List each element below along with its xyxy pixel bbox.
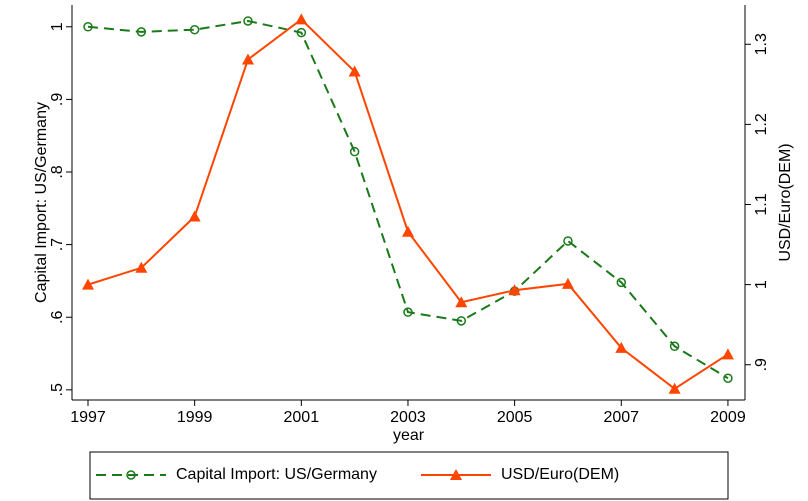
point xyxy=(615,341,628,353)
legend-label: USD/Euro(DEM) xyxy=(501,466,619,483)
point xyxy=(668,382,681,394)
x-tick-label: 2007 xyxy=(603,409,639,426)
x-tick-label: 2005 xyxy=(497,409,533,426)
point xyxy=(135,261,148,273)
legend-marker xyxy=(126,470,136,480)
y-tick-label: .6 xyxy=(49,310,66,323)
point xyxy=(295,13,308,25)
y2-tick-label: 1.2 xyxy=(753,113,770,135)
y2-tick-label: 1.3 xyxy=(753,33,770,55)
point xyxy=(189,24,200,35)
x-tick-label: 1999 xyxy=(177,409,213,426)
point xyxy=(296,27,307,38)
point xyxy=(508,284,521,296)
point xyxy=(723,373,733,383)
y-tick-label: .5 xyxy=(49,383,66,396)
y-axis-label: Capital Import: US/Germany xyxy=(33,102,50,303)
y-tick-label: .9 xyxy=(49,93,66,106)
x-tick-label: 2003 xyxy=(390,409,426,426)
legend-box xyxy=(89,451,729,500)
point xyxy=(401,225,414,237)
point xyxy=(561,277,574,289)
point xyxy=(403,307,413,317)
point xyxy=(456,316,467,326)
y-tick-label: .8 xyxy=(49,165,66,178)
point xyxy=(349,146,360,157)
point xyxy=(348,65,361,77)
x-tick-label: 2009 xyxy=(710,409,746,426)
point xyxy=(455,296,468,308)
point xyxy=(563,236,573,246)
point xyxy=(616,277,627,288)
point xyxy=(241,53,254,65)
point xyxy=(721,348,734,360)
point xyxy=(136,27,147,37)
y2-tick-label: 1.1 xyxy=(753,193,770,215)
y2-tick-label: 1 xyxy=(753,280,770,289)
series-line xyxy=(87,19,729,380)
y-tick-label: 1 xyxy=(49,22,66,31)
legend-marker xyxy=(450,469,462,480)
point xyxy=(669,341,680,352)
y-tick-label: .7 xyxy=(49,238,66,251)
x-tick-label: 1997 xyxy=(70,409,106,426)
point xyxy=(81,278,94,290)
legend-label: Capital Import: US/Germany xyxy=(176,466,377,483)
point xyxy=(83,22,93,32)
point xyxy=(188,210,201,222)
y2-tick-label: .9 xyxy=(753,358,770,371)
point xyxy=(243,16,253,26)
series-line xyxy=(87,18,729,391)
y2-axis-label: USD/Euro(DEM) xyxy=(777,143,794,261)
x-tick-label: 2001 xyxy=(284,409,320,426)
x-axis-label: year xyxy=(393,427,425,444)
